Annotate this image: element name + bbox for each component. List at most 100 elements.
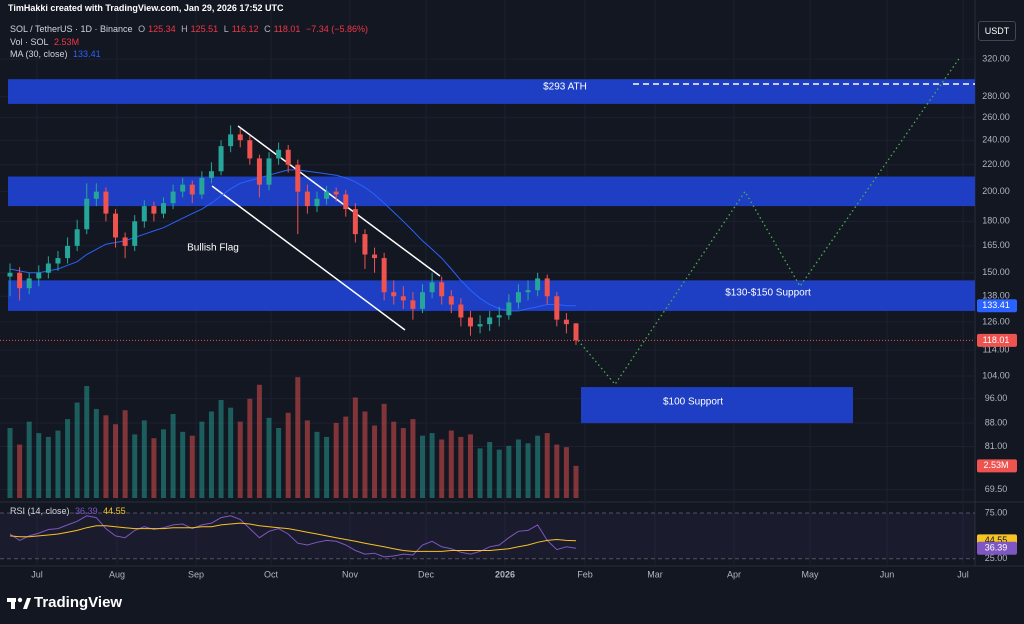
price-badge-bg	[977, 333, 1017, 347]
candle-body	[448, 296, 454, 305]
volume-bar	[448, 430, 454, 498]
candle-body	[352, 209, 358, 235]
volume-bar	[506, 445, 512, 498]
price-badge: 118.01	[983, 335, 1010, 345]
y-tick-label: 200.00	[982, 186, 1010, 196]
volume-row: Vol · SOL 2.53M	[10, 37, 82, 47]
candle-body	[45, 263, 51, 273]
y-tick-label: 96.00	[985, 393, 1008, 403]
candle-body	[420, 292, 426, 309]
volume-bar	[266, 417, 272, 498]
volume-bar	[122, 410, 128, 498]
time-label: Jun	[880, 569, 895, 579]
volume-bar	[276, 428, 282, 498]
candle-body	[439, 282, 445, 297]
volume-bar	[237, 421, 243, 498]
projection-line	[577, 56, 961, 386]
candle-body	[170, 191, 176, 204]
volume-bar	[285, 412, 291, 498]
y-tick-label: 126.00	[982, 316, 1010, 326]
volume-bar	[467, 434, 473, 498]
time-label: Dec	[418, 569, 435, 579]
volume-bar	[208, 411, 214, 498]
volume-badge-bg	[977, 459, 1017, 473]
candle-body	[467, 317, 473, 327]
candle-body	[333, 191, 339, 195]
ohlc-value: 125.34	[148, 24, 176, 34]
rsi-line	[9, 522, 577, 552]
zone	[581, 387, 853, 424]
rsi-badge: 36.39	[985, 543, 1008, 553]
volume-bar	[554, 444, 560, 498]
y-tick-label: 69.50	[985, 484, 1008, 494]
y-tick-label: 320.00	[982, 53, 1010, 63]
volume-label: Vol · SOL	[10, 37, 49, 47]
y-tick-label: 114.00	[983, 345, 1010, 355]
logo-icon	[7, 597, 31, 609]
volume-bar	[381, 403, 387, 498]
volume-bar	[487, 442, 493, 498]
candle-body	[496, 315, 502, 318]
candle-body	[410, 300, 416, 309]
volume-bar	[563, 447, 569, 498]
volume-bar	[93, 408, 99, 498]
candle-body	[160, 203, 166, 214]
volume-bar	[113, 424, 119, 498]
volume-bar	[247, 398, 253, 498]
volume-bar	[170, 414, 176, 498]
y-tick-label: 165.00	[982, 240, 1010, 250]
volume-bar	[573, 465, 579, 498]
time-label: Aug	[109, 569, 125, 579]
volume-bar	[496, 449, 502, 498]
volume-bar	[400, 428, 406, 498]
volume-bar	[256, 384, 262, 498]
time-label: Nov	[342, 569, 359, 579]
candle-body	[113, 213, 119, 238]
candle-body	[400, 296, 406, 301]
time-label: Feb	[577, 569, 593, 579]
ohlc-label: C	[264, 24, 271, 34]
y-tick-label: 180.00	[982, 216, 1010, 226]
volume-bar	[84, 386, 90, 498]
flag-line	[237, 125, 441, 277]
zone-label: $100 Support	[663, 397, 723, 408]
candle-body	[554, 296, 560, 320]
y-tick-label: 260.00	[982, 112, 1010, 122]
volume-bar	[295, 377, 301, 498]
currency-button[interactable]: USDT	[978, 21, 1016, 41]
volume-bar	[477, 448, 483, 498]
ma-value: 133.41	[73, 49, 101, 59]
candle-body	[141, 206, 147, 222]
candle-body	[525, 290, 531, 293]
annotation: Bullish Flag	[187, 243, 239, 254]
volume-badge: 2.53M	[983, 460, 1008, 470]
zone	[8, 176, 975, 207]
y-tick-label: 104.00	[982, 370, 1010, 380]
volume-bar	[362, 411, 368, 498]
candle-body	[84, 198, 90, 230]
y-tick-label: 81.00	[985, 441, 1008, 451]
volume-bar	[314, 431, 320, 498]
candle-body	[429, 282, 435, 293]
volume-bar	[391, 421, 397, 498]
candle-body	[151, 206, 157, 214]
candle-body	[17, 272, 23, 289]
ohlc-label: L	[223, 24, 229, 34]
candle-body	[247, 140, 253, 159]
candle-body	[189, 184, 195, 195]
volume-bar	[36, 433, 42, 498]
volume-bar	[544, 433, 550, 498]
change: −7.34 (−5.86%)	[305, 24, 368, 34]
candle-body	[132, 221, 138, 246]
zone	[8, 79, 975, 104]
candle-body	[458, 304, 464, 318]
time-label: Jul	[31, 569, 43, 579]
ohlc-value: 116.12	[231, 24, 259, 34]
volume-bar	[458, 436, 464, 498]
rsi-value: 36.39	[75, 506, 98, 516]
ma-label: MA (30, close)	[10, 49, 68, 59]
candle-body	[7, 272, 13, 277]
zone-label: $130-$150 Support	[725, 288, 811, 299]
